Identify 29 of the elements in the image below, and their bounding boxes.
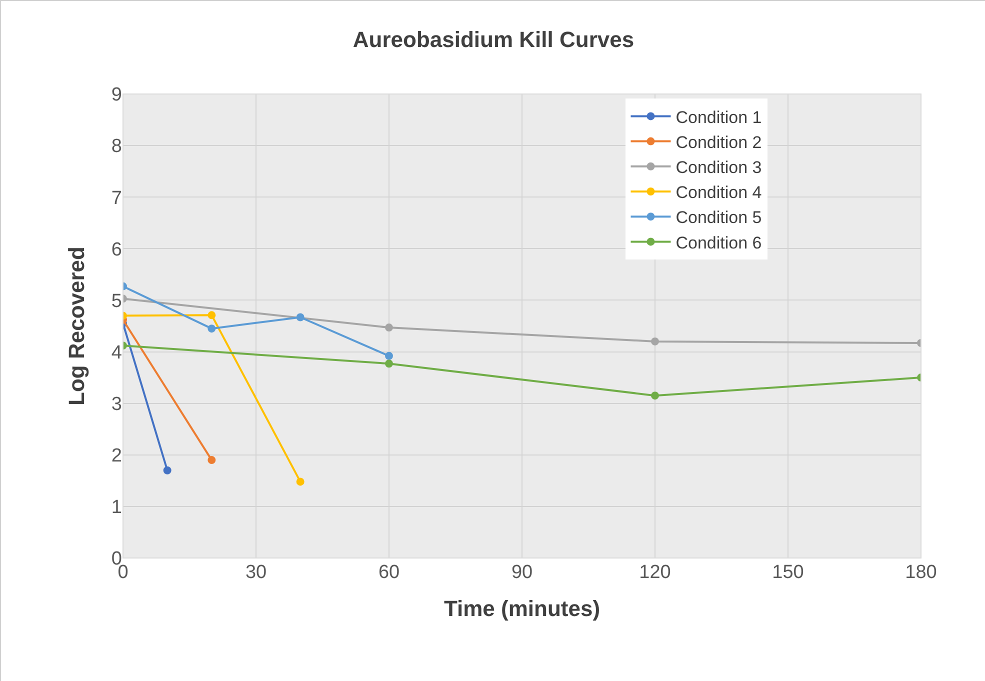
x-tick-label: 90 — [511, 562, 533, 583]
point — [296, 313, 304, 322]
y-tick-label: 6 — [111, 239, 122, 260]
legend-label: Condition 5 — [676, 208, 762, 228]
y-axis-title: Log Recovered — [64, 246, 90, 406]
x-tick-label: 150 — [772, 562, 804, 583]
legend-label: Condition 3 — [676, 158, 762, 178]
y-tick-label: 5 — [111, 290, 122, 312]
y-tick-label: 4 — [111, 342, 122, 364]
y-tick-label: 3 — [111, 394, 122, 415]
point — [296, 478, 304, 486]
legend-label: Condition 2 — [676, 132, 762, 152]
point — [385, 352, 393, 360]
y-tick-label: 9 — [111, 84, 122, 106]
x-tick-label: 120 — [639, 562, 671, 583]
legend-label: Condition 1 — [676, 108, 762, 127]
y-tick-label: 7 — [111, 188, 122, 209]
legend-label: Condition 6 — [676, 233, 762, 252]
chart-title: Aureobasidium Kill Curves — [352, 27, 634, 52]
x-tick-label: 180 — [905, 562, 937, 583]
y-tick-label: 1 — [111, 497, 122, 518]
point — [208, 324, 216, 333]
y-tick-label: 8 — [111, 136, 122, 158]
x-tick-label: 30 — [245, 562, 267, 583]
legend-label: Condition 4 — [676, 183, 762, 202]
y-tick-label: 2 — [111, 446, 122, 467]
point — [208, 311, 216, 320]
x-tick-label: 60 — [378, 562, 400, 583]
x-axis-title: Time (minutes) — [444, 596, 600, 621]
